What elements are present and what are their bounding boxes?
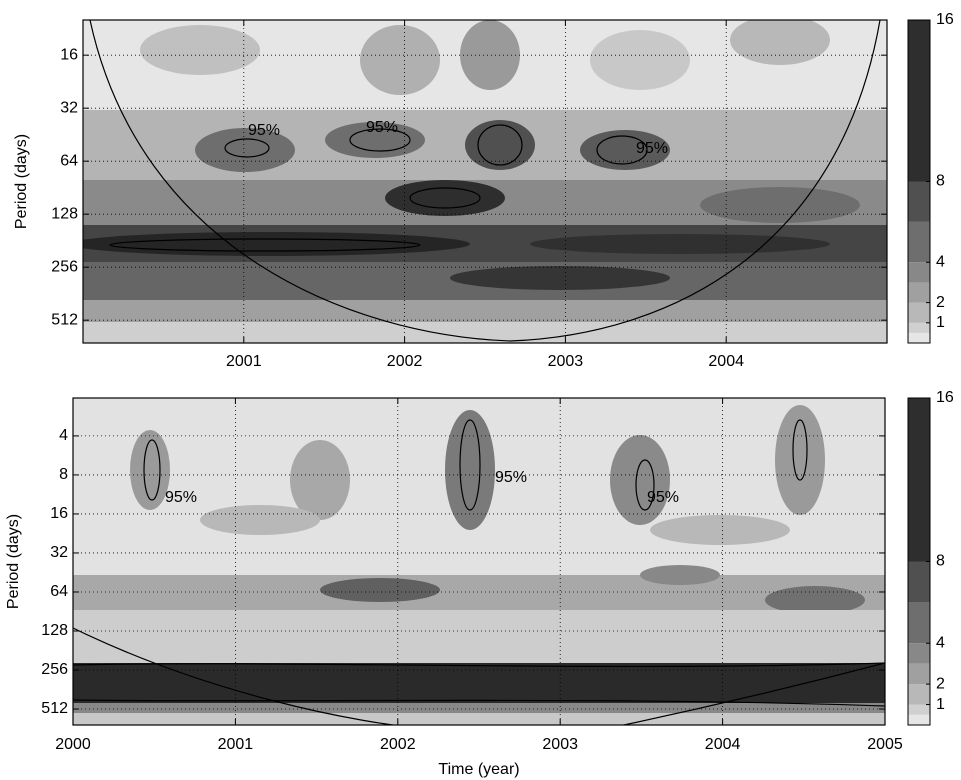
x-tick-label: 2003 <box>542 736 578 753</box>
x-tick-label: 2001 <box>218 736 254 753</box>
colorbar-band <box>908 332 930 343</box>
y-tick-label: 8 <box>59 466 68 483</box>
y-tick-label: 64 <box>50 583 68 600</box>
y-tick-label: 16 <box>50 505 68 522</box>
annotation: 95% <box>636 140 668 157</box>
x-tick-label: 2004 <box>708 353 744 370</box>
y-tick-label: 32 <box>60 99 78 116</box>
y-tick-label: 16 <box>60 46 78 63</box>
colorbar-tick-label: 1 <box>936 314 945 331</box>
colorbar-tick-label: 4 <box>936 253 945 270</box>
annotation: 95% <box>248 122 280 139</box>
colorbar-band <box>908 221 930 263</box>
colorbar-band <box>908 20 930 182</box>
colorbar-band <box>908 663 930 685</box>
x-tick-label: 2005 <box>867 736 903 753</box>
annotation: 95% <box>495 469 527 486</box>
y-tick-label: 512 <box>41 700 68 717</box>
colorbar-band <box>908 262 930 283</box>
y-tick-label: 128 <box>41 622 68 639</box>
colorbar-tick-label: 2 <box>936 294 945 311</box>
x-tick-label: 2001 <box>226 353 262 370</box>
plot-frame <box>82 19 888 344</box>
colorbar-band <box>908 684 930 705</box>
y-axis-label: Period (days) <box>5 514 22 609</box>
colorbar-tick-label: 16 <box>936 11 954 28</box>
colorbar-band <box>908 181 930 222</box>
x-tick-label: 2000 <box>55 736 91 753</box>
x-tick-label: 2003 <box>548 353 584 370</box>
colorbar-band <box>908 282 930 303</box>
colorbar-band <box>908 302 930 323</box>
x-tick-label: 2002 <box>387 353 423 370</box>
power-field <box>83 20 887 343</box>
colorbar-band <box>908 398 930 562</box>
x-tick-label: 2004 <box>705 736 741 753</box>
x-tick-label: 2002 <box>380 736 416 753</box>
colorbar-band <box>908 322 930 333</box>
annotation: 95% <box>165 489 197 506</box>
power-field <box>73 398 885 725</box>
y-tick-label: 128 <box>51 205 78 222</box>
y-tick-label: 4 <box>59 427 68 444</box>
plot-frame <box>72 397 886 726</box>
y-tick-label: 512 <box>51 311 78 328</box>
colorbar-tick-label: 16 <box>936 389 954 406</box>
annotation: 95% <box>647 489 679 506</box>
y-tick-label: 256 <box>41 661 68 678</box>
colorbar-tick-label: 1 <box>936 696 945 713</box>
x-axis-label: Time (year) <box>438 761 519 778</box>
y-axis-label: Period (days) <box>13 134 30 229</box>
colorbar-band <box>908 561 930 603</box>
colorbar-band <box>908 704 930 715</box>
y-tick-label: 256 <box>51 258 78 275</box>
colorbar-band <box>908 643 930 664</box>
y-tick-label: 32 <box>50 544 68 561</box>
colorbar-band <box>908 714 930 725</box>
colorbar-tick-label: 4 <box>936 634 945 651</box>
y-tick-label: 64 <box>60 152 78 169</box>
colorbar-tick-label: 8 <box>936 553 945 570</box>
colorbar-tick-label: 2 <box>936 675 945 692</box>
annotation: 95% <box>366 119 398 136</box>
colorbar-band <box>908 602 930 644</box>
colorbar-tick-label: 8 <box>936 173 945 190</box>
